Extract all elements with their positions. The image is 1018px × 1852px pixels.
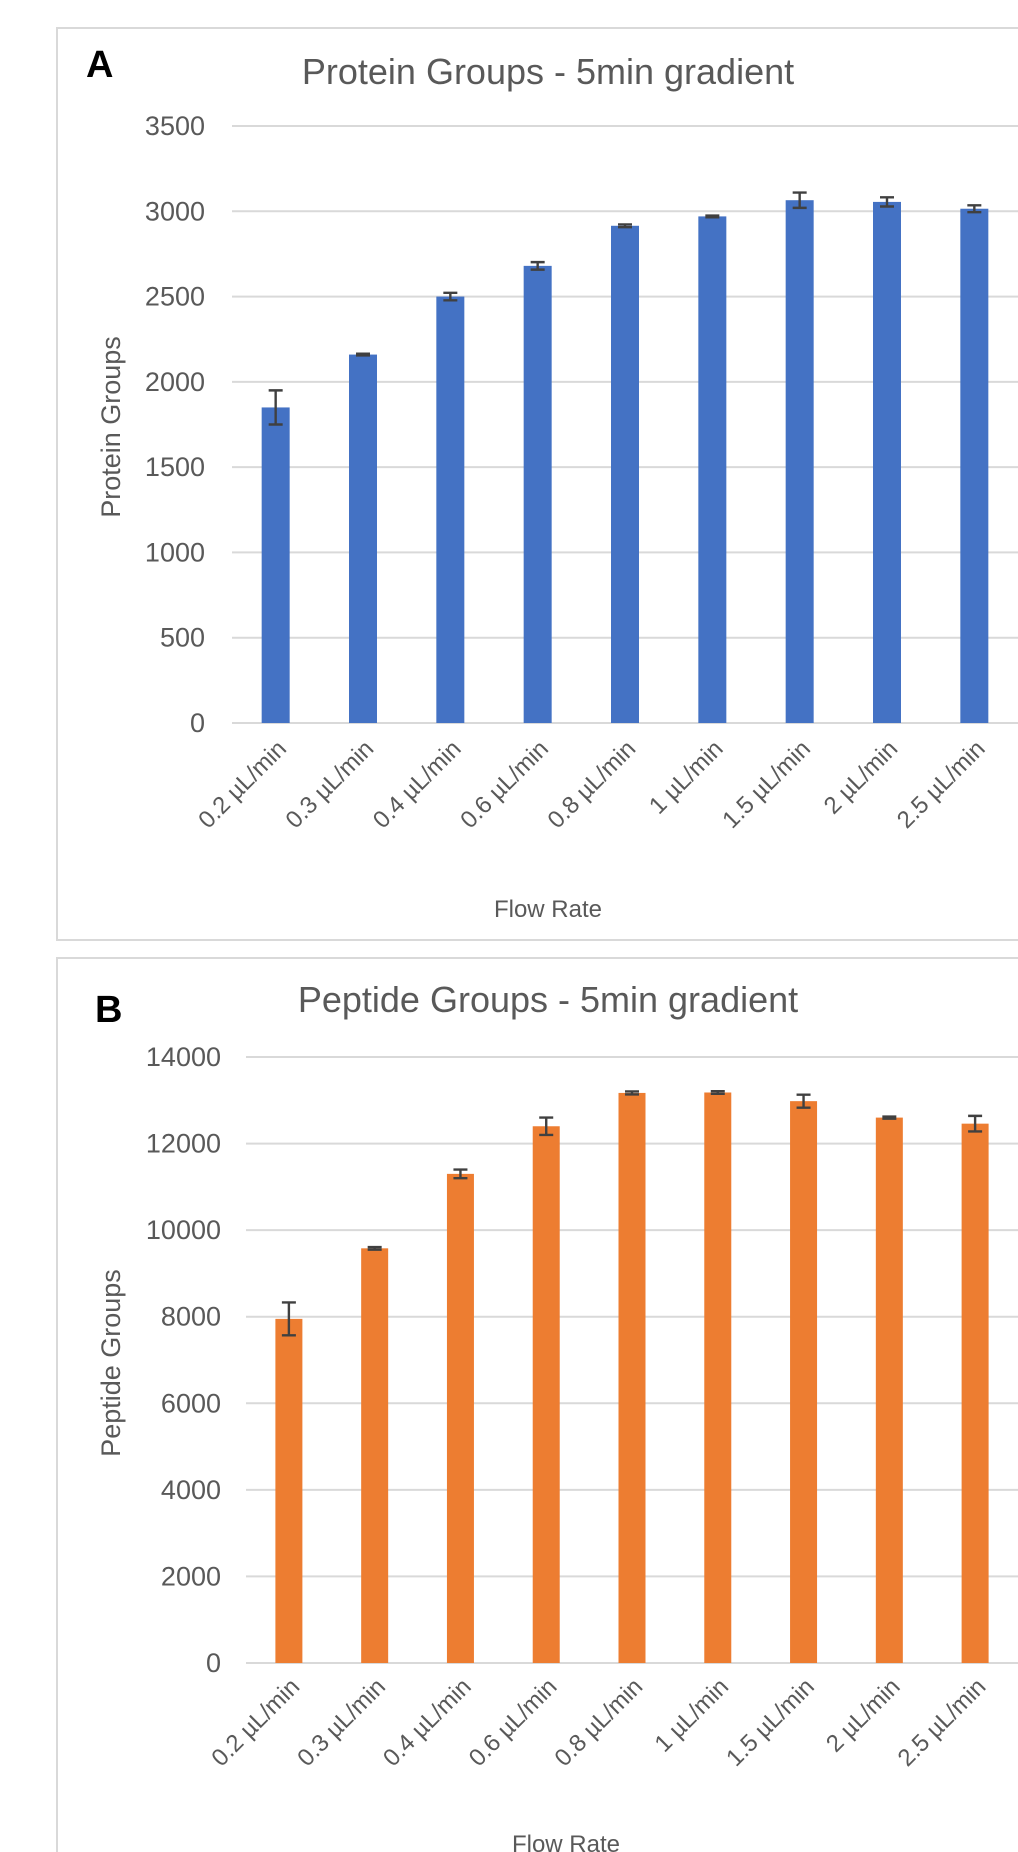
error-bar [705,214,720,219]
bar [361,1248,389,1663]
error-bar [625,1090,639,1096]
panel-label: A [86,44,113,86]
bar [785,200,814,723]
y-tick-label: 1000 [145,537,205,567]
error-bar [710,1090,725,1095]
error-bar [968,1114,983,1133]
y-tick-label: 0 [190,708,205,738]
panel-label: B [95,989,122,1031]
y-tick-label: 1500 [145,452,205,482]
bar [704,1092,732,1663]
error-bar [530,260,545,271]
y-tick-label: 4000 [161,1475,221,1505]
error-bar [880,196,894,208]
y-tick-label: 2000 [161,1561,221,1591]
bar [261,407,290,723]
error-bars [281,1090,983,1337]
bar [275,1318,303,1663]
error-bar [618,223,632,229]
y-tick-label: 12000 [146,1129,221,1159]
error-bar [443,291,458,302]
bars [275,1092,989,1663]
error-bar [356,352,370,357]
bar [875,1117,903,1663]
error-bar [453,1168,468,1180]
y-tick-label: 10000 [146,1215,221,1245]
error-bar [796,1093,811,1109]
error-bar [882,1115,897,1120]
chart-title: Peptide Groups - 5min gradient [298,979,798,1020]
y-tick-label: 2500 [145,282,205,312]
bar [349,354,377,723]
error-bar [539,1116,554,1137]
error-bar [367,1245,382,1251]
bar [961,1123,989,1663]
y-tick-label: 14000 [146,1042,221,1072]
chart-panel-peptide: B Peptide Groups - 5min gradient Peptide… [56,957,1018,1852]
y-axis-title: Peptide Groups [96,1269,126,1457]
bar [698,216,727,723]
x-axis-title: Flow Rate [512,1831,620,1852]
y-tick-label: 3500 [145,111,205,141]
y-axis-ticks: 0 500 1000 1500 2000 2500 3000 3500 [145,111,205,738]
bar [436,296,465,723]
error-bar [792,191,807,210]
y-axis-ticks: 0 2000 4000 6000 8000 10000 12000 14000 [146,1042,221,1678]
y-tick-label: 500 [160,623,205,653]
chart-panel-protein: A Protein Groups - 5min gradient Protein… [56,27,1018,941]
bar [523,265,552,723]
bar [618,1092,646,1663]
y-tick-label: 6000 [161,1388,221,1418]
bar [960,208,989,723]
y-tick-label: 3000 [145,196,205,226]
bar [873,201,901,723]
error-bar [967,204,982,214]
error-bars [268,191,982,426]
bar [611,225,639,723]
chart-title: Protein Groups - 5min gradient [302,51,794,92]
bar [446,1173,474,1663]
y-axis-title: Protein Groups [96,336,126,518]
error-bar [268,389,283,426]
y-tick-label: 8000 [161,1302,221,1332]
y-tick-label: 2000 [145,367,205,397]
error-bar [281,1301,296,1337]
x-axis-title: Flow Rate [494,896,602,923]
y-tick-label: 0 [206,1648,221,1678]
bar [790,1101,818,1663]
bar [532,1126,560,1663]
bars [261,200,989,723]
